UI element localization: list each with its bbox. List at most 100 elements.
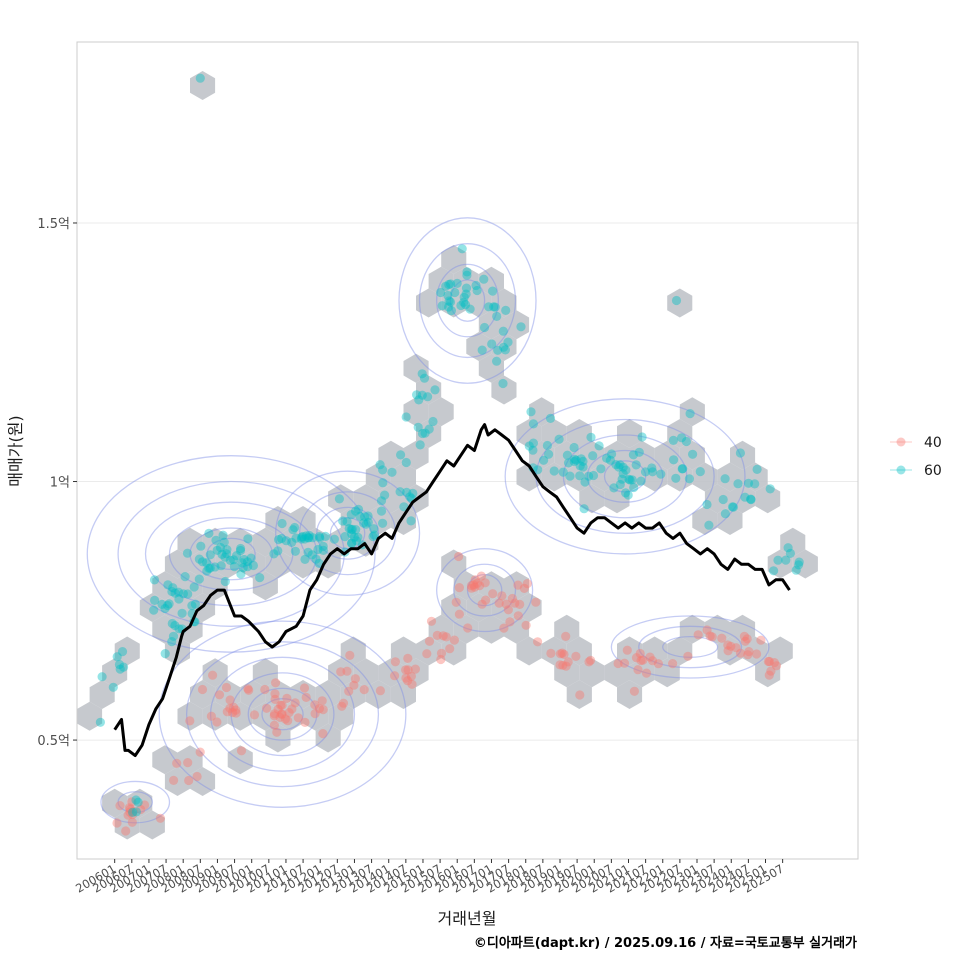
point-40	[403, 676, 413, 686]
point-60	[412, 390, 422, 400]
point-60	[378, 465, 388, 475]
point-40	[140, 800, 150, 810]
point-60	[216, 561, 226, 571]
point-40	[231, 705, 241, 715]
point-60	[235, 545, 246, 556]
point-60	[301, 531, 311, 541]
hexbin	[265, 549, 291, 579]
point-60	[769, 566, 779, 576]
hexbin	[642, 636, 668, 666]
point-60	[363, 517, 373, 527]
point-60	[417, 428, 428, 439]
point-40	[648, 656, 658, 666]
point-40	[638, 655, 648, 665]
point-40	[277, 709, 287, 719]
point-40	[406, 671, 416, 681]
point-60	[311, 554, 321, 564]
point-60	[238, 563, 248, 573]
point-40	[438, 631, 448, 641]
point-40	[275, 712, 285, 723]
point-60	[681, 436, 692, 447]
hexbin	[491, 288, 517, 318]
point-60	[503, 337, 513, 347]
x-axis-title: 거래년월	[438, 909, 497, 928]
hexbin	[152, 571, 178, 601]
point-40	[557, 648, 567, 658]
point-40	[633, 665, 643, 675]
density-contour	[638, 625, 743, 669]
point-60	[607, 449, 617, 459]
point-40	[262, 703, 272, 713]
hexbin	[202, 527, 228, 557]
point-60	[167, 618, 177, 629]
point-40	[185, 716, 195, 726]
point-60	[628, 450, 639, 460]
hexbin	[328, 701, 354, 731]
point-40	[128, 809, 138, 820]
point-60	[222, 545, 232, 555]
point-60	[528, 445, 538, 455]
point-60	[194, 574, 204, 584]
point-60	[344, 523, 354, 534]
point-40	[269, 720, 279, 730]
hexbin	[190, 71, 216, 100]
hexbin	[667, 419, 693, 448]
point-60	[528, 419, 539, 429]
point-40	[270, 689, 280, 699]
point-60	[704, 520, 714, 530]
point-40	[401, 673, 411, 683]
hexbin	[516, 593, 542, 622]
density-contour	[86, 455, 376, 653]
hexbin	[403, 397, 429, 427]
hexbin	[566, 680, 592, 709]
point-60	[202, 566, 212, 576]
point-60	[401, 412, 411, 422]
hexbin	[441, 288, 467, 318]
point-60	[329, 534, 339, 544]
point-60	[180, 572, 190, 582]
density-contour	[610, 615, 770, 679]
legend-item-40[interactable]: 40	[890, 435, 942, 451]
density-contour	[662, 636, 719, 658]
hexbin	[177, 571, 203, 601]
hexbin	[654, 658, 680, 688]
point-60	[290, 522, 300, 533]
point-60	[624, 474, 634, 484]
point-60	[210, 562, 220, 572]
point-60	[97, 672, 107, 682]
point-60	[369, 530, 379, 540]
hexbin	[340, 506, 366, 535]
point-60	[492, 356, 502, 366]
point-60	[488, 286, 498, 296]
point-60	[746, 495, 756, 505]
point-60	[221, 549, 232, 559]
point-40	[222, 707, 232, 717]
point-60	[636, 476, 646, 486]
hexbin	[114, 636, 140, 666]
point-40	[731, 643, 741, 653]
point-60	[526, 407, 536, 417]
hexbin	[604, 440, 630, 470]
point-40	[488, 589, 498, 599]
hexbin	[89, 680, 115, 709]
point-40	[454, 583, 464, 593]
hexbin	[466, 288, 492, 318]
hexbin	[629, 440, 655, 470]
point-60	[395, 487, 405, 497]
density-contour	[504, 398, 746, 555]
point-60	[273, 546, 283, 556]
hexbin	[579, 658, 605, 688]
point-60	[219, 537, 229, 547]
point-60	[313, 544, 323, 555]
density-contour	[158, 620, 407, 808]
point-60	[479, 274, 489, 284]
point-60	[554, 434, 564, 444]
hexbin	[541, 636, 567, 666]
point-40	[645, 652, 655, 662]
point-60	[417, 390, 427, 400]
point-60	[243, 562, 253, 572]
point-60	[190, 599, 200, 609]
hexbin	[303, 701, 329, 731]
legend-item-60[interactable]: 60	[890, 463, 942, 479]
